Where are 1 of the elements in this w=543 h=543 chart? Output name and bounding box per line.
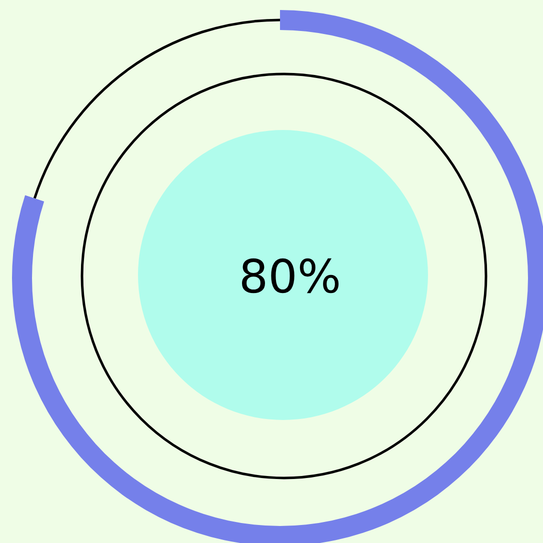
data-label: 80% <box>238 250 342 304</box>
